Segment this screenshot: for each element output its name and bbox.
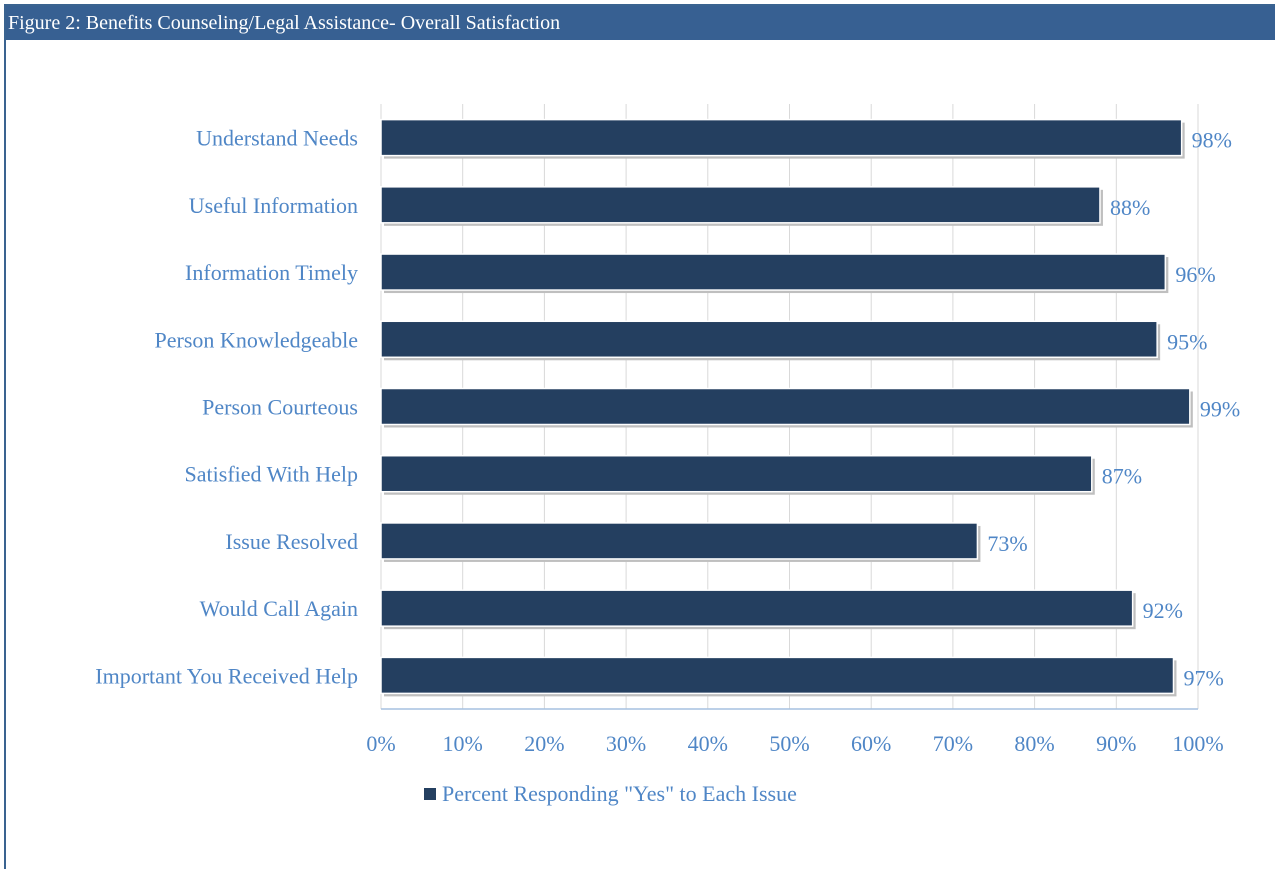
x-tick-label: 50% bbox=[769, 731, 809, 756]
bar bbox=[380, 387, 1191, 426]
x-tick-label: 10% bbox=[443, 731, 483, 756]
bar bbox=[380, 118, 1183, 157]
legend-swatch bbox=[424, 788, 436, 800]
data-label: 95% bbox=[1167, 329, 1207, 354]
x-tick-label: 40% bbox=[688, 731, 728, 756]
data-label: 88% bbox=[1110, 195, 1150, 220]
x-tick-label: 20% bbox=[524, 731, 564, 756]
bar bbox=[380, 656, 1175, 695]
bar bbox=[380, 522, 979, 560]
category-label: Person Courteous bbox=[202, 395, 358, 420]
category-label: Information Timely bbox=[185, 260, 358, 285]
data-label: 97% bbox=[1183, 665, 1223, 690]
data-label: 92% bbox=[1143, 598, 1183, 623]
data-label: 73% bbox=[987, 531, 1027, 556]
data-label: 99% bbox=[1200, 397, 1240, 422]
bars bbox=[380, 118, 1193, 697]
x-tick-label: 0% bbox=[366, 731, 395, 756]
category-label: Would Call Again bbox=[200, 596, 358, 621]
x-tick-label: 30% bbox=[606, 731, 646, 756]
category-label: Issue Resolved bbox=[225, 529, 358, 554]
legend: Percent Responding "Yes" to Each Issue bbox=[424, 781, 797, 806]
x-tick-label: 60% bbox=[851, 731, 891, 756]
x-tick-label: 90% bbox=[1096, 731, 1136, 756]
x-tick-labels: 0% 10% 20% 30% 40% 50% 60% 70% 80% 90% 100% bbox=[366, 731, 1223, 756]
category-label: Useful Information bbox=[189, 193, 358, 218]
data-label: 98% bbox=[1192, 128, 1232, 153]
x-tick-label: 70% bbox=[933, 731, 973, 756]
data-label: 87% bbox=[1102, 464, 1142, 489]
category-labels: Understand Needs Useful Information Inform… bbox=[95, 126, 358, 689]
legend-label: Percent Responding "Yes" to Each Issue bbox=[442, 781, 797, 806]
bar bbox=[380, 186, 1101, 224]
figure-title: Figure 2: Benefits Counseling/Legal Assi… bbox=[6, 6, 1275, 40]
x-tick-label: 80% bbox=[1014, 731, 1054, 756]
bar bbox=[380, 320, 1158, 359]
category-label: Satisfied With Help bbox=[185, 462, 358, 487]
category-label: Understand Needs bbox=[196, 126, 358, 151]
category-label: Important You Received Help bbox=[95, 663, 358, 688]
data-label: 96% bbox=[1175, 262, 1215, 287]
data-labels: 98% 88% 96% 95% 99% 87% 73% 92% 97% bbox=[987, 128, 1240, 691]
category-label: Person Knowledgeable bbox=[155, 327, 358, 352]
bar bbox=[380, 454, 1093, 493]
bar bbox=[380, 589, 1134, 627]
x-tick-label: 100% bbox=[1172, 731, 1223, 756]
bar bbox=[380, 253, 1167, 291]
